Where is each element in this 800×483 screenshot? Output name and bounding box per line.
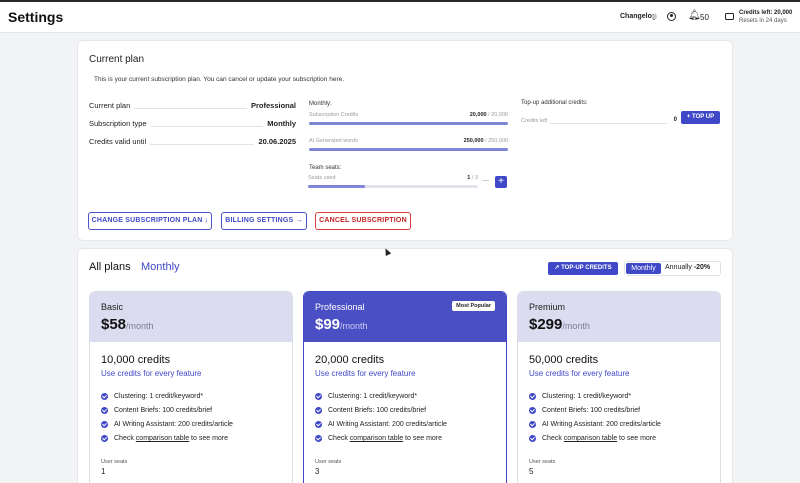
row-value: Monthly	[263, 119, 296, 128]
row-label: Current plan	[89, 101, 135, 110]
usage-label: AI Generated words	[309, 138, 358, 144]
row-value: Professional	[246, 101, 296, 110]
user-seats-value: 1	[101, 467, 106, 476]
cancel-subscription-button[interactable]: CANCEL SUBSCRIPTION	[315, 212, 411, 230]
top-up-credits-button[interactable]: ↗ TOP-UP CREDITS	[548, 262, 618, 275]
check-icon	[529, 421, 536, 428]
change-subscription-button[interactable]: CHANGE SUBSCRIPTION PLAN ↓	[88, 212, 212, 230]
usage-track	[309, 122, 508, 125]
plan-price: $99/month	[315, 316, 368, 333]
row-value: 20.06.2025	[254, 137, 296, 146]
seats-decrease-button[interactable]: —	[482, 177, 489, 184]
billing-settings-button[interactable]: BILLING SETTINGS →	[221, 212, 307, 230]
team-seats-label: Team seats:	[309, 165, 342, 171]
toggle-annually[interactable]: Annually -20%	[665, 264, 711, 271]
check-icon	[315, 393, 322, 400]
all-plans-title: All plans	[89, 261, 131, 273]
plan-price: $299/month	[529, 316, 590, 333]
current-plan-row: Current plan Professional	[89, 101, 296, 111]
plan-credits: 20,000 credits	[315, 354, 385, 366]
toggle-monthly[interactable]: Monthly	[626, 263, 661, 274]
page-title: Settings	[8, 9, 64, 25]
comparison-table-link[interactable]: comparison table	[349, 435, 404, 442]
plan-use-credits: Use credits for every feature	[101, 369, 202, 378]
seats-track	[308, 185, 478, 188]
row-label: Subscription type	[89, 119, 151, 128]
user-seats-label: User seats	[315, 459, 342, 465]
topup-label: Top-up additional credits:	[521, 100, 588, 106]
credits-left: Credits left: 20,000	[739, 10, 793, 16]
check-icon	[101, 435, 108, 442]
usage-fill	[309, 122, 508, 125]
check-icon	[529, 407, 536, 414]
plan-name: Basic	[101, 302, 124, 312]
seats-usage: Seats used 1 / 3	[308, 175, 478, 189]
plan-name: Premium	[529, 302, 566, 312]
plan-name: Professional	[315, 302, 365, 312]
bell-icon[interactable]: 🔔︎	[688, 10, 701, 21]
most-popular-badge: Most Popular	[452, 301, 495, 311]
top-up-button[interactable]: + TOP UP	[681, 111, 720, 124]
current-plan-description: This is your current subscription plan. …	[94, 76, 345, 83]
changelog-dot-icon	[652, 14, 657, 19]
all-plans-card: All plans Monthly ↗ TOP-UP CREDITS Month…	[77, 248, 733, 483]
usage-value: 20,000 / 20,000	[469, 112, 508, 118]
plan-card-basic[interactable]: Basic $58/month 10,000 credits Use credi…	[89, 291, 293, 483]
seats-fill	[308, 185, 365, 188]
plan-credits: 10,000 credits	[101, 354, 171, 366]
plan-credits: 50,000 credits	[529, 354, 599, 366]
seats-label: Seats used	[308, 175, 336, 181]
credits-valid-row: Credits valid until 20.06.2025	[89, 137, 296, 147]
row-label: Credits valid until	[89, 137, 151, 146]
check-icon	[529, 435, 536, 442]
billing-period-toggle: Monthly Annually -20%	[624, 261, 721, 276]
user-seats-label: User seats	[529, 459, 556, 465]
usage-fill	[309, 148, 508, 151]
plan-price: $58/month	[101, 316, 154, 333]
subscription-type-row: Subscription type Monthly	[89, 119, 296, 129]
check-icon	[315, 435, 322, 442]
topup-credits-row: Credits left 0	[521, 117, 677, 127]
usage-track	[309, 148, 508, 151]
wallet-icon	[725, 13, 734, 20]
usage-value: 250,000 / 250,000	[463, 138, 508, 144]
credits-reset-info: Resets in 24 days	[739, 18, 787, 24]
plan-card-premium[interactable]: Premium $299/month 50,000 credits Use cr…	[517, 291, 721, 483]
subscription-credits-usage: Subscription Credits 20,000 / 20,000	[309, 112, 508, 126]
notifications-count[interactable]: 50	[700, 13, 709, 22]
check-icon	[315, 407, 322, 414]
check-icon	[529, 393, 536, 400]
comparison-table-link[interactable]: comparison table	[135, 435, 190, 442]
check-icon	[315, 421, 322, 428]
seats-value: 1 / 3	[467, 175, 478, 181]
comparison-table-link[interactable]: comparison table	[563, 435, 618, 442]
usage-label: Subscription Credits	[309, 112, 359, 118]
plan-use-credits: Use credits for every feature	[315, 369, 416, 378]
topup-credits-left-label: Credits left	[521, 118, 551, 124]
seats-increase-button[interactable]: +	[495, 176, 507, 188]
plan-header: Basic $58/month	[90, 292, 292, 342]
check-icon	[101, 393, 108, 400]
user-seats-value: 5	[529, 467, 534, 476]
plan-card-professional[interactable]: Professional Most Popular $99/month 20,0…	[303, 291, 507, 483]
changelog-link[interactable]: Changelog	[620, 13, 657, 20]
all-plans-period: Monthly	[141, 261, 180, 273]
top-bar: Settings Changelog 🔔︎ 50 Credits left: 2…	[0, 0, 800, 33]
plan-header: Premium $299/month	[518, 292, 720, 342]
current-plan-title: Current plan	[89, 54, 145, 65]
user-seats-value: 3	[315, 467, 320, 476]
topup-credits-left-value: 0	[673, 117, 677, 123]
user-seats-label: User seats	[101, 459, 128, 465]
ai-words-usage: AI Generated words 250,000 / 250,000	[309, 138, 508, 152]
monthly-label: Monthly:	[309, 101, 332, 107]
check-icon	[101, 407, 108, 414]
plan-header: Professional Most Popular $99/month	[304, 292, 506, 342]
plan-use-credits: Use credits for every feature	[529, 369, 630, 378]
check-icon	[101, 421, 108, 428]
current-plan-card: Current plan This is your current subscr…	[77, 40, 733, 241]
user-icon[interactable]	[667, 12, 676, 21]
